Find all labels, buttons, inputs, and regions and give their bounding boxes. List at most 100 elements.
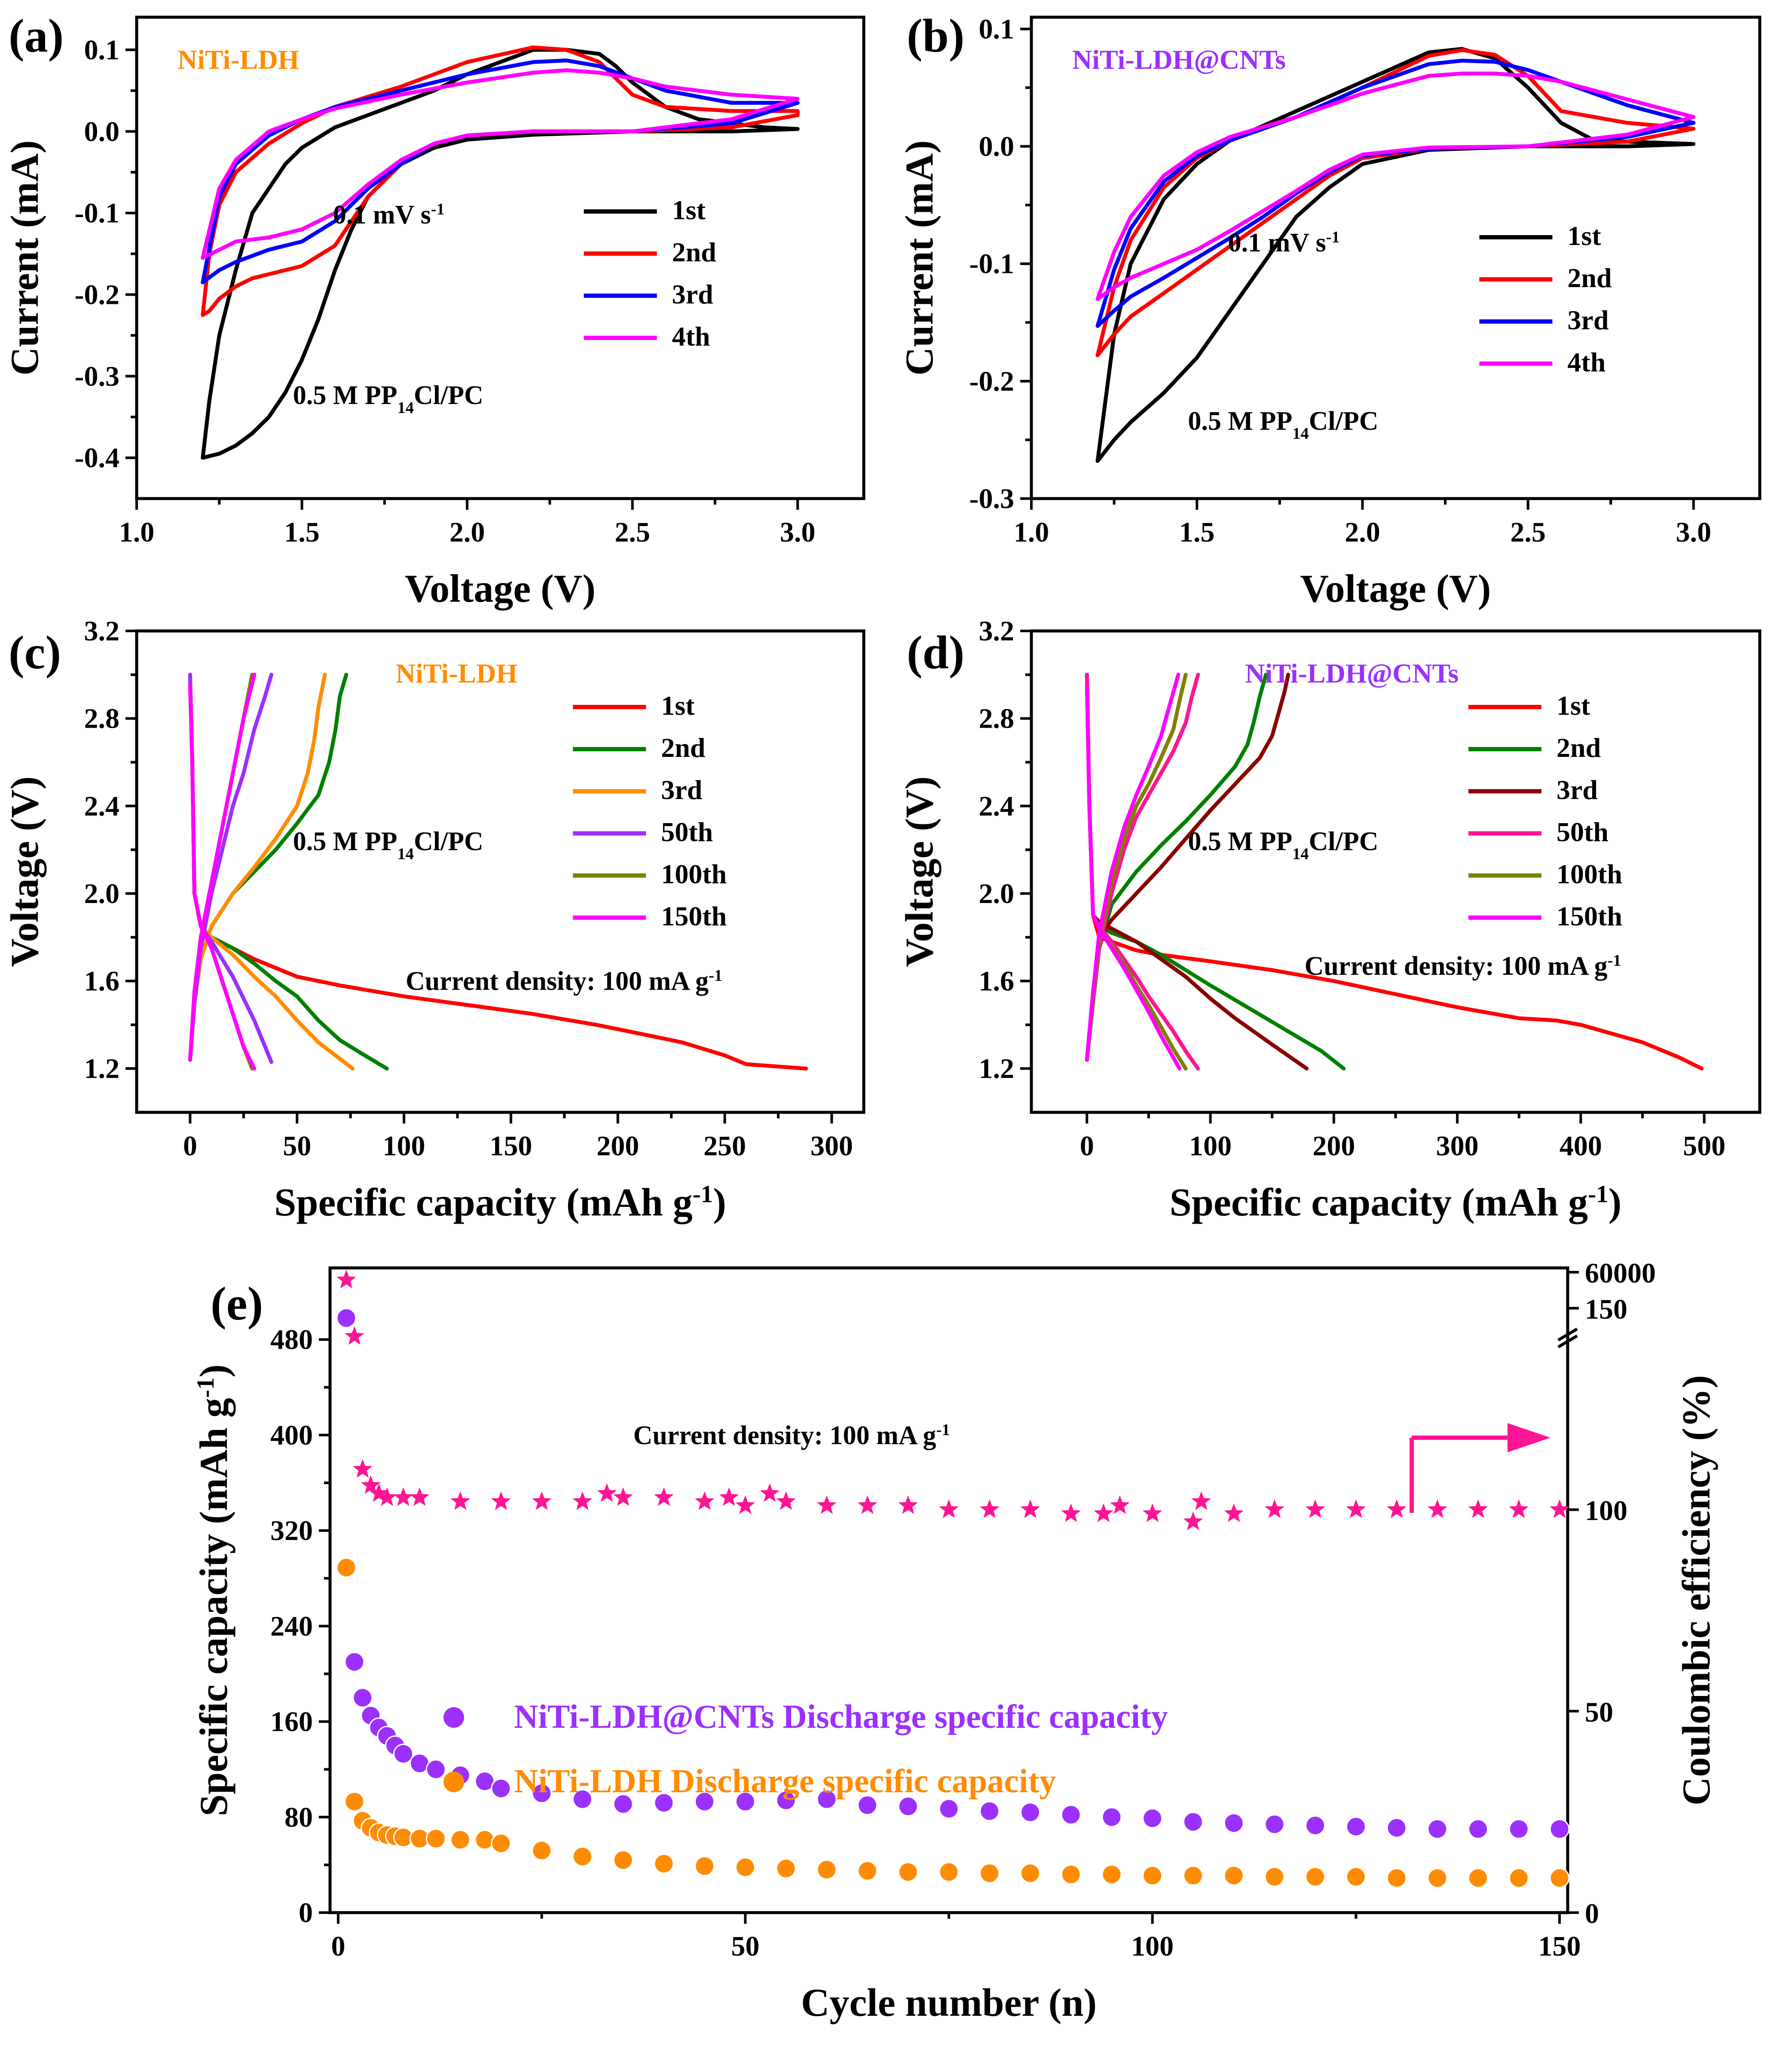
electrolyte-annotation-part: Cl/PC: [1309, 827, 1379, 856]
electrolyte-annotation: 0.5 M PP14Cl/PC: [293, 381, 483, 417]
data-point-star: [345, 1326, 364, 1345]
panel-2: (c) 0 50 100 150 200 250 300 1.2 1.6 2.0 2.4 2.8 3.2 S…: [3, 615, 865, 1224]
x-tick-label: 100: [1189, 1130, 1232, 1162]
data-point-star: [1387, 1499, 1407, 1518]
data-point-circle: [1101, 1807, 1122, 1828]
electrolyte-annotation-part: 0.5 M PP: [293, 827, 398, 856]
data-point-circle: [776, 1858, 796, 1879]
data-point-circle: [1346, 1867, 1366, 1887]
data-point-star: [776, 1491, 796, 1510]
data-point-star: [735, 1495, 755, 1514]
data-point-star: [353, 1459, 373, 1478]
current-density-annotation-part: Current density: 100 mA g: [633, 1421, 936, 1450]
y-tick-label: 400: [270, 1420, 313, 1451]
y-tick-label: -0.2: [969, 366, 1014, 397]
data-point-circle: [1142, 1808, 1163, 1829]
x-tick-label: 50: [283, 1130, 311, 1162]
panel-letter: (e): [211, 1277, 263, 1330]
data-point-circle: [857, 1795, 878, 1815]
y2-tick-label: 100: [1585, 1495, 1627, 1527]
data-point-star: [719, 1487, 739, 1506]
legend-marker: [443, 1772, 464, 1792]
y-tick-label: 480: [270, 1324, 313, 1356]
data-point-star: [817, 1495, 837, 1514]
data-point-circle: [735, 1857, 755, 1877]
x-tick-label: 2.0: [450, 517, 485, 548]
data-point-circle: [393, 1744, 414, 1764]
current-density-annotation-part: -1: [1608, 952, 1621, 970]
y2-tick-label: 150: [1585, 1294, 1627, 1325]
data-point-circle: [1061, 1864, 1081, 1885]
x-tick-label: 0: [331, 1931, 345, 1962]
data-point-circle: [1305, 1815, 1326, 1836]
data-point-star: [939, 1499, 959, 1518]
y2-tick-label: 0: [1585, 1898, 1599, 1929]
current-density-annotation-part: Current density: 100 mA g: [1305, 952, 1608, 981]
y2-break-label: 60000: [1585, 1258, 1656, 1289]
electrolyte-annotation: 0.5 M PP14Cl/PC: [293, 827, 483, 863]
data-point-star: [979, 1499, 1000, 1518]
data-point-star: [336, 1270, 356, 1289]
data-point-circle: [532, 1840, 552, 1861]
x-tick-label: 2.5: [615, 517, 650, 548]
legend-label: 50th: [1557, 817, 1609, 847]
plot-frame: [1030, 629, 1761, 1114]
x-tick-label: 100: [1131, 1931, 1174, 1962]
data-point-circle: [1183, 1865, 1203, 1886]
x-axis-title-part: Specific capacity (mAh g: [1170, 1180, 1588, 1224]
panel-letter: (c): [9, 626, 61, 679]
data-point-star: [410, 1487, 430, 1506]
data-point-circle: [1061, 1804, 1081, 1825]
series-line-2nd: [1085, 673, 1346, 1071]
scan-rate-annotation-part: -1: [1326, 228, 1340, 246]
data-point-circle: [572, 1789, 593, 1809]
x-tick-label: 1.5: [284, 517, 320, 548]
data-point-star: [450, 1491, 470, 1510]
electrolyte-annotation: 0.5 M PP14Cl/PC: [1188, 407, 1378, 443]
data-point-star: [597, 1483, 617, 1502]
y-tick-label: -0.3: [75, 361, 119, 392]
legend-label: 50th: [661, 817, 713, 847]
legend-label: 4th: [1567, 347, 1605, 377]
y-tick-label: 160: [270, 1706, 313, 1738]
data-point-circle: [491, 1833, 511, 1854]
panel-0: (a) 1.0 1.5 2.0 2.5 3.0 -0.4 -0.3 -0.2 -0.1 0.0 0.1…: [3, 9, 865, 610]
legend-label: NiTi-LDH@CNTs Discharge specific capacit…: [514, 1698, 1168, 1735]
data-point-circle: [613, 1794, 633, 1814]
series-line-4th: [201, 68, 800, 260]
data-point-star: [491, 1491, 511, 1510]
data-point-star: [1191, 1491, 1211, 1510]
data-point-circle: [1020, 1802, 1040, 1823]
data-point-circle: [336, 1557, 357, 1578]
y-axis-title-part: -1: [192, 1378, 219, 1398]
x-tick-label: 150: [489, 1130, 532, 1162]
legend-marker: [443, 1707, 464, 1728]
sample-label: NiTi-LDH: [396, 658, 517, 689]
data-point-circle: [572, 1846, 593, 1867]
series-line-3rd: [1095, 58, 1696, 328]
data-point-star: [1468, 1499, 1488, 1518]
y-axis-title: Current (mA): [897, 140, 941, 376]
y-tick-label: 2.0: [979, 878, 1015, 909]
sample-label: NiTi-LDH@CNTs: [1072, 44, 1286, 75]
data-point-circle: [1223, 1865, 1244, 1886]
y-axis-title-part: Specific capacity (mAh g: [192, 1398, 235, 1816]
data-point-star: [1183, 1511, 1203, 1530]
x-tick-label: 300: [810, 1130, 853, 1162]
y-tick-label: 2.4: [84, 790, 120, 822]
data-point-circle: [1549, 1867, 1570, 1888]
data-point-circle: [816, 1859, 837, 1880]
panel-letter: (b): [907, 9, 964, 62]
data-point-star: [1265, 1499, 1284, 1518]
legend-label: 1st: [1557, 690, 1590, 721]
x-axis-title-part: -1: [1588, 1181, 1609, 1208]
y-axis-title: Voltage (V): [897, 776, 941, 967]
data-point-circle: [857, 1861, 878, 1881]
legend-label: 1st: [1567, 220, 1601, 251]
y-tick-label: 0.1: [979, 13, 1015, 45]
y-tick-label: 1.6: [979, 966, 1015, 997]
legend-label: 3rd: [672, 279, 713, 309]
x-tick-label: 2.5: [1510, 517, 1546, 548]
x-tick-label: 0: [1080, 1130, 1094, 1162]
x-tick-label: 0: [183, 1130, 197, 1162]
